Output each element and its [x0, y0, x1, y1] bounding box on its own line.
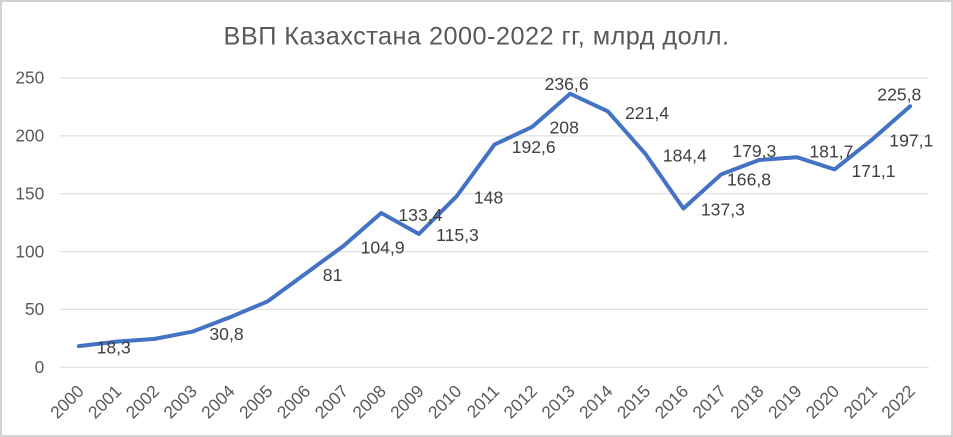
svg-text:200: 200 [15, 126, 44, 146]
svg-text:208: 208 [550, 117, 580, 137]
svg-text:30,8: 30,8 [209, 324, 243, 344]
svg-text:50: 50 [25, 299, 44, 319]
svg-text:104,9: 104,9 [361, 238, 405, 258]
svg-text:0: 0 [35, 357, 45, 377]
svg-text:137,3: 137,3 [701, 199, 745, 219]
svg-text:115,3: 115,3 [436, 225, 479, 245]
svg-text:133,4: 133,4 [398, 205, 442, 225]
svg-text:250: 250 [15, 68, 44, 88]
svg-text:171,1: 171,1 [852, 161, 896, 181]
svg-text:184,4: 184,4 [663, 146, 707, 166]
svg-text:150: 150 [15, 183, 44, 203]
svg-text:148: 148 [474, 187, 504, 207]
svg-text:197,1: 197,1 [889, 131, 933, 151]
svg-text:192,6: 192,6 [512, 137, 556, 157]
svg-text:100: 100 [15, 241, 44, 261]
svg-text:166,8: 166,8 [727, 170, 771, 190]
svg-text:81: 81 [323, 265, 343, 285]
svg-text:ВВП Казахстана 2000-2022 гг, м: ВВП Казахстана 2000-2022 гг, млрд долл. [224, 23, 730, 51]
svg-text:225,8: 225,8 [877, 84, 921, 104]
svg-text:18,3: 18,3 [97, 338, 131, 358]
svg-text:221,4: 221,4 [625, 103, 669, 123]
svg-text:179,3: 179,3 [732, 141, 776, 161]
svg-text:236,6: 236,6 [545, 74, 589, 94]
svg-text:181,7: 181,7 [809, 142, 853, 162]
